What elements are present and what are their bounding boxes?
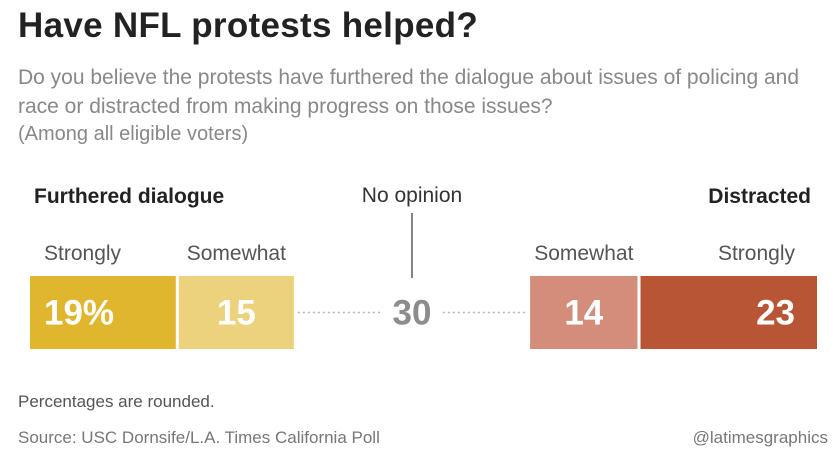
category-label-furthered-dialogue-somewhat: Somewhat (187, 242, 286, 265)
data-label-distracted-strongly: 23 (756, 294, 795, 333)
bar-distracted-somewhat (530, 276, 638, 349)
chart-subtitle: Do you believe the protests have further… (18, 66, 800, 118)
value-backdrop-no-opinion-value (381, 296, 442, 329)
bar-furthered-dialogue-somewhat (178, 276, 294, 349)
group-label-no-opinion: No opinion (362, 184, 462, 207)
bar-furthered-dialogue-strongly (30, 276, 176, 349)
data-label-furthered-dialogue-strongly: 19% (44, 294, 114, 333)
graphics-credit: @latimesgraphics (692, 428, 828, 447)
footnote: Percentages are rounded. (18, 392, 215, 411)
group-label-distracted: Distracted (708, 185, 811, 208)
data-label-no-opinion-value: 30 (393, 294, 432, 333)
category-label-furthered-dialogue-strongly: Strongly (44, 242, 122, 265)
data-label-distracted-somewhat: 14 (564, 294, 603, 333)
bar-distracted-strongly (640, 276, 817, 349)
category-label-distracted-somewhat: Somewhat (534, 242, 633, 265)
group-label-furthered: Furthered dialogue (34, 185, 224, 208)
chart-title: Have NFL protests helped? (18, 6, 479, 45)
source-note: Source: USC Dornsife/L.A. Times Californ… (18, 428, 380, 447)
data-label-furthered-dialogue-somewhat: 15 (217, 294, 256, 333)
population-note: (Among all eligible voters) (18, 123, 249, 145)
category-label-distracted-strongly: Strongly (718, 242, 796, 265)
